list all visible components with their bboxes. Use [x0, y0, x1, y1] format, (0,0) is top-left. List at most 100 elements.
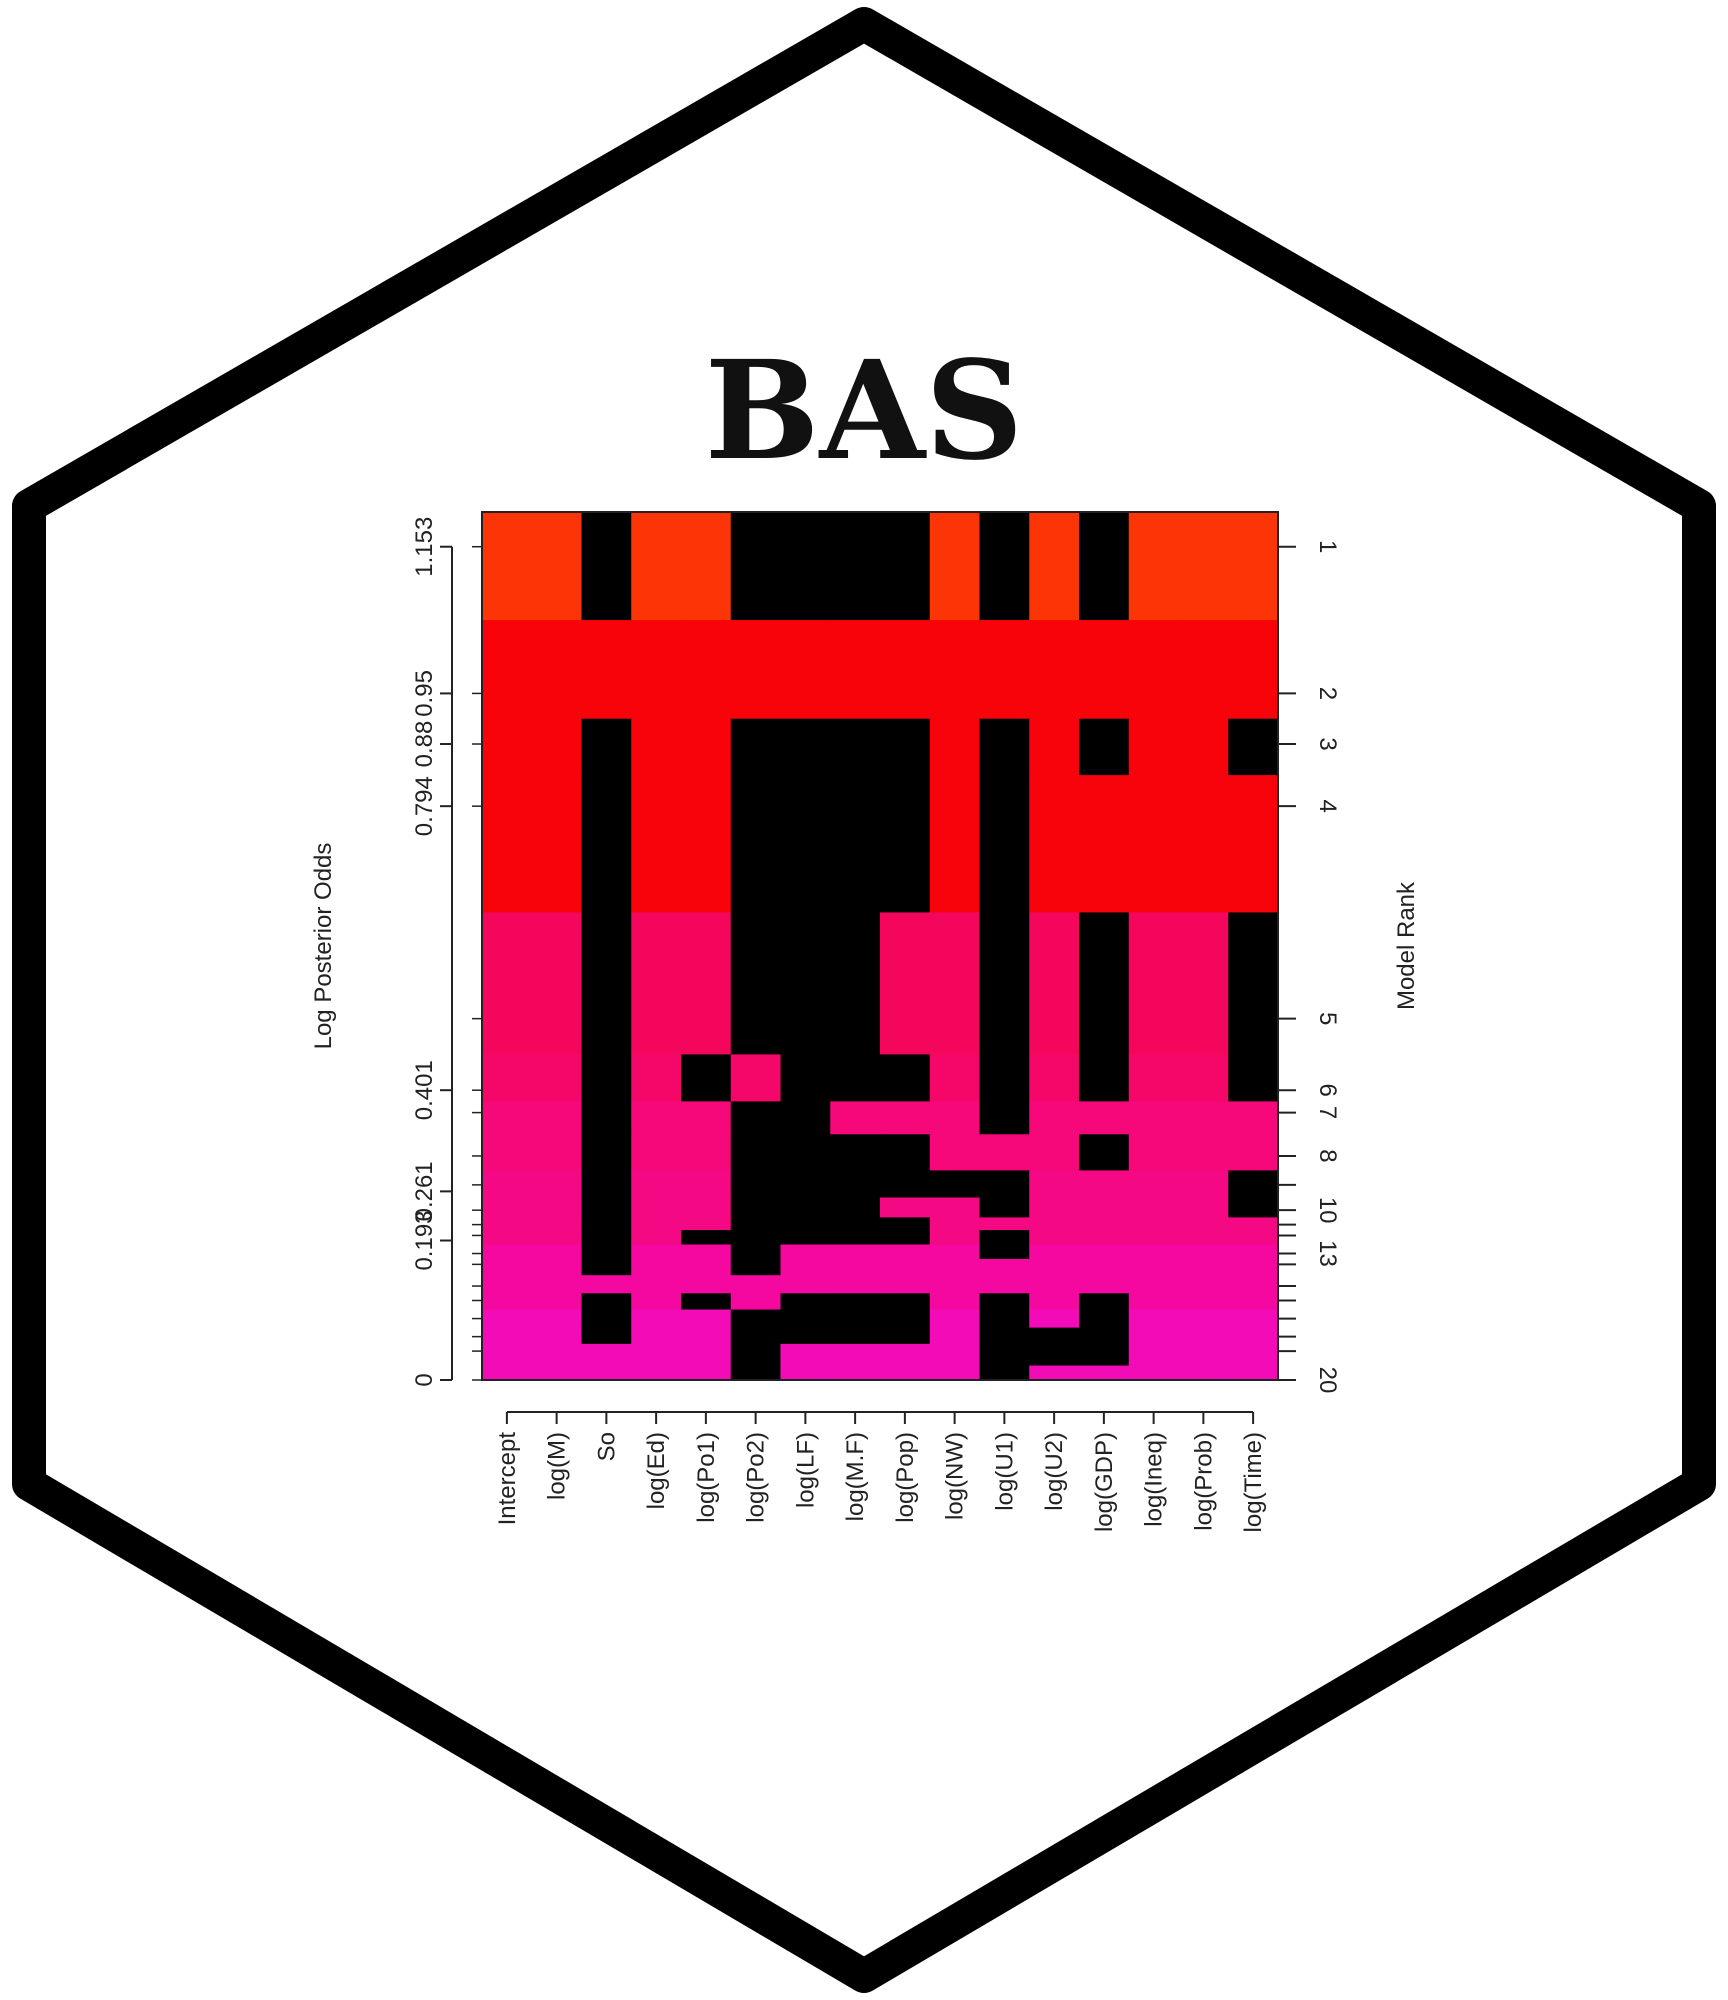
heatmap-cell	[830, 1197, 881, 1218]
heatmap-cell	[1079, 1293, 1130, 1311]
heatmap-cell	[880, 912, 931, 1056]
heatmap-cell	[979, 512, 1030, 621]
heatmap-cell	[1079, 1343, 1130, 1367]
heatmap-cell	[830, 718, 881, 776]
heatmap-cell	[581, 1343, 632, 1367]
heatmap-cell	[531, 1309, 583, 1329]
heatmap-cell	[780, 718, 831, 776]
heatmap-cell	[1079, 1054, 1130, 1102]
heatmap-cell	[581, 1134, 632, 1172]
rank-tick-label: 1	[1314, 540, 1341, 553]
heatmap-cell	[531, 912, 583, 1056]
heatmap-cell	[681, 512, 732, 621]
heatmap-cell	[979, 1170, 1030, 1199]
heatmap-cell	[1079, 718, 1130, 776]
heatmap-cell	[730, 1101, 782, 1135]
heatmap-cell	[830, 1244, 881, 1260]
heatmap-cell	[929, 1343, 981, 1367]
heatmap-cell	[979, 1134, 1030, 1172]
heatmap-cell	[1178, 512, 1229, 621]
heatmap-cell	[830, 1134, 881, 1172]
y-tick-label: 0.193	[411, 1210, 438, 1270]
heatmap-cell	[531, 1134, 583, 1172]
heatmap-cell	[1228, 1217, 1279, 1231]
heatmap-cell	[730, 1258, 782, 1276]
y-tick-label: 0.95	[411, 670, 438, 717]
heatmap-cell	[482, 775, 533, 914]
heatmap-cell	[1029, 620, 1080, 720]
heatmap-cell	[1128, 1327, 1180, 1345]
heatmap-cell	[581, 1217, 632, 1231]
heatmap-cell	[1079, 1244, 1130, 1260]
heatmap-cell	[531, 1343, 583, 1367]
heatmap-cell	[1128, 1244, 1180, 1260]
heatmap-cell	[1228, 1365, 1279, 1381]
heatmap-cell	[780, 912, 831, 1056]
heatmap-cell	[1079, 775, 1130, 914]
heatmap-cell	[681, 1309, 732, 1329]
rank-tick-label: 8	[1314, 1149, 1341, 1162]
heatmap-cell	[631, 1134, 682, 1172]
heatmap-cell	[1029, 1365, 1080, 1381]
variable-label: log(LF)	[792, 1432, 819, 1508]
heatmap-cell	[830, 512, 881, 621]
heatmap-cell	[880, 1197, 931, 1218]
heatmap-cell	[631, 1365, 682, 1381]
heatmap-cell	[581, 1197, 632, 1218]
heatmap-cell	[929, 512, 981, 621]
heatmap-cell	[830, 912, 881, 1056]
heatmap-cell	[979, 718, 1030, 776]
heatmap-cell	[681, 1275, 732, 1294]
heatmap-cell	[631, 620, 682, 720]
heatmap-cell	[830, 1293, 881, 1311]
heatmap-cell	[1228, 1170, 1279, 1199]
heatmap-cell	[730, 718, 782, 776]
heatmap-cell	[830, 1054, 881, 1102]
heatmap-cell	[1178, 1275, 1229, 1294]
heatmap-cell	[581, 1101, 632, 1135]
rank-tick-label: 20	[1314, 1367, 1341, 1394]
heatmap-cell	[830, 1217, 881, 1231]
heatmap-cell	[1228, 1343, 1279, 1367]
heatmap-cell	[1178, 1054, 1229, 1102]
heatmap-cell	[482, 1170, 533, 1199]
heatmap-cell	[681, 1244, 732, 1260]
rank-tick-label: 2	[1314, 687, 1341, 700]
heatmap-cell	[979, 1343, 1030, 1367]
variable-axis: Intercept log(M) So log(Ed) log(Po1) log(Po2)…	[494, 1411, 1267, 1532]
heatmap-cell	[631, 1327, 682, 1345]
heatmap-cell	[1079, 1309, 1130, 1329]
heatmap-cell	[880, 1217, 931, 1231]
heatmap-cell	[929, 1197, 981, 1218]
heatmap-cell	[1128, 1170, 1180, 1199]
heatmap-cell	[1079, 620, 1130, 720]
heatmap-cell	[681, 1054, 732, 1102]
heatmap-cell	[780, 620, 831, 720]
y-tick-label: 0.261	[411, 1161, 438, 1221]
heatmap-cell	[581, 1275, 632, 1294]
heatmap-cell	[880, 1244, 931, 1260]
heatmap-cell	[979, 1244, 1030, 1260]
heatmap-cell	[730, 1244, 782, 1260]
heatmap-cell	[1079, 1197, 1130, 1218]
heatmap-cell	[730, 1217, 782, 1231]
heatmap-cell	[631, 1217, 682, 1231]
heatmap-cell	[631, 1258, 682, 1276]
heatmap-cell	[631, 512, 682, 621]
heatmap-cell	[681, 1365, 732, 1381]
heatmap-cell	[681, 1217, 732, 1231]
heatmap-cell	[1228, 1327, 1279, 1345]
variable-label: log(Time)	[1240, 1432, 1267, 1532]
heatmap-cell	[482, 1244, 533, 1260]
rank-tick-label: 7	[1314, 1106, 1341, 1119]
variable-label: log(Ed)	[643, 1432, 670, 1509]
heatmap-cell	[1128, 1293, 1180, 1311]
heatmap-cell	[1228, 1101, 1279, 1135]
heatmap-cell	[681, 912, 732, 1056]
heatmap-cell	[979, 1327, 1030, 1345]
heatmap-cell	[880, 775, 931, 914]
heatmap-cell	[482, 1343, 533, 1367]
heatmap-cell	[1128, 1197, 1180, 1218]
heatmap-cell	[830, 1309, 881, 1329]
heatmap-cell	[631, 1244, 682, 1260]
